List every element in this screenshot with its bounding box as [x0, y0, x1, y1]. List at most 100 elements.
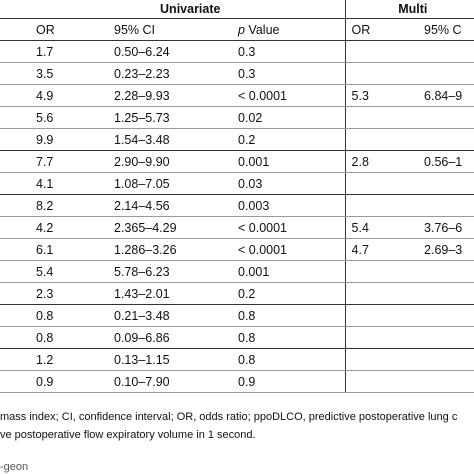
- table-row: 5.6 1.25–5.73 0.02: [0, 106, 474, 129]
- table-cell: 3.76–6: [418, 216, 474, 239]
- table-cell: 2.28–9.93: [108, 84, 232, 107]
- table-cell: 1.43–2.01: [108, 282, 232, 305]
- table-cell: [345, 128, 419, 151]
- table-cell: 0.003: [232, 194, 346, 217]
- table-cell: 5.6: [30, 106, 108, 129]
- table-cell-text: 0.21–3.48: [114, 308, 170, 323]
- table-cell-text: 2.90–9.90: [114, 154, 170, 169]
- table-row: 5.4 5.78–6.23 0.001: [0, 260, 474, 283]
- table-cell-text: 5.6: [36, 110, 54, 125]
- table-cell: 6.84–9: [418, 84, 474, 107]
- table-cell: [345, 62, 419, 85]
- table-cell: [418, 282, 474, 305]
- table-cell-text: 4.9: [36, 88, 54, 103]
- table-cell-text: 5.4: [351, 220, 369, 235]
- table-cell-text: 2.28–9.93: [114, 88, 170, 103]
- table-cell: 0.3: [232, 62, 346, 85]
- table-cell: 5.3: [345, 84, 419, 107]
- table-cell-text: 3.5: [36, 66, 54, 81]
- table-cell-text: 0.003: [238, 198, 270, 213]
- table-row: 3.5 0.23–2.23 0.3: [0, 62, 474, 85]
- table-cell-text: 0.50–6.24: [114, 44, 170, 59]
- table-cell: [345, 194, 419, 217]
- table-cell: 0.001: [232, 150, 346, 173]
- table-cell: 0.9: [232, 370, 346, 393]
- table-cell-text: 0.8: [36, 330, 54, 345]
- table-cell: [418, 62, 474, 85]
- table-cell: 0.50–6.24: [108, 40, 232, 63]
- table-cell: [345, 326, 419, 349]
- table-cell: 0.9: [30, 370, 108, 393]
- row-label: [0, 348, 30, 371]
- table-cell: < 0.0001: [232, 84, 346, 107]
- table-cell-text: 0.3: [238, 44, 256, 59]
- table-cell: [418, 128, 474, 151]
- table-cell: 0.2: [232, 282, 346, 305]
- row-label: [0, 62, 30, 85]
- table-cell-text: 4.2: [36, 220, 54, 235]
- table-cell: 1.54–3.48: [108, 128, 232, 151]
- table-cell: 5.78–6.23: [108, 260, 232, 283]
- row-label: [0, 84, 30, 107]
- table-cell: 5.4: [345, 216, 419, 239]
- table-cell: 6.1: [30, 238, 108, 261]
- table-cell: 1.08–7.05: [108, 172, 232, 195]
- table-cell-text: 0.10–7.90: [114, 374, 170, 389]
- column-header-text: OR: [36, 22, 55, 37]
- table-row: 0.9 0.10–7.90 0.9: [0, 370, 474, 393]
- table-row: 6.1 1.286–3.26 < 0.0001 4.7 2.69–3: [0, 238, 474, 261]
- table-cell-text: 0.3: [238, 66, 256, 81]
- table-cell-text: 2.69–3: [424, 242, 463, 257]
- row-label: [0, 150, 30, 173]
- results-table: Univariate Multi OR 95% CI p Value OR 95% C …: [0, 0, 474, 393]
- table-cell: 1.2: [30, 348, 108, 371]
- column-header: 95% C: [418, 18, 474, 41]
- table-cell-text: 0.8: [238, 308, 256, 323]
- table-cell: 2.69–3: [418, 238, 474, 261]
- table-cell-text: 2.14–4.56: [114, 198, 170, 213]
- table-cell-text: 5.78–6.23: [114, 264, 170, 279]
- column-header: p Value: [232, 18, 346, 41]
- table-cell: 7.7: [30, 150, 108, 173]
- table-cell: 0.03: [232, 172, 346, 195]
- table-cell-text: 5.3: [351, 88, 369, 103]
- table-cell: 0.001: [232, 260, 346, 283]
- table-cell: < 0.0001: [232, 238, 346, 261]
- table-cell: [345, 370, 419, 393]
- table-cell: [345, 348, 419, 371]
- table-cell-text: 9.9: [36, 132, 54, 147]
- table-cell: [345, 172, 419, 195]
- table-cell-text: 1.08–7.05: [114, 176, 170, 191]
- table-cell: [418, 260, 474, 283]
- footnote: mass index; CI, confidence interval; OR,…: [0, 411, 458, 423]
- table-cell: 8.2: [30, 194, 108, 217]
- table-row: 4.9 2.28–9.93 < 0.0001 5.3 6.84–9: [0, 84, 474, 107]
- table-cell: 1.7: [30, 40, 108, 63]
- table-cell: [418, 106, 474, 129]
- row-label: [0, 370, 30, 393]
- table-cell-text: 0.8: [36, 308, 54, 323]
- table-row: 4.1 1.08–7.05 0.03: [0, 172, 474, 195]
- column-header: 95% CI: [108, 18, 232, 41]
- table-cell: [345, 260, 419, 283]
- table-cell: 0.8: [232, 326, 346, 349]
- table-cell: 0.2: [232, 128, 346, 151]
- table-cell-text: 1.2: [36, 352, 54, 367]
- table-row: 8.2 2.14–4.56 0.003: [0, 194, 474, 217]
- table-cell: 0.8: [232, 304, 346, 327]
- column-header-text: 95% C: [424, 22, 462, 37]
- table-cell-text: 0.8: [238, 330, 256, 345]
- table-cell-text: 1.7: [36, 44, 54, 59]
- table-cell-text: 6.84–9: [424, 88, 463, 103]
- table-cell-text: 8.2: [36, 198, 54, 213]
- table-cell-text: 0.13–1.15: [114, 352, 170, 367]
- row-label: [0, 260, 30, 283]
- table-cell-text: 5.4: [36, 264, 54, 279]
- table-cell-text: 0.2: [238, 286, 256, 301]
- row-label: [0, 216, 30, 239]
- row-label: [0, 128, 30, 151]
- table-cell: 0.21–3.48: [108, 304, 232, 327]
- row-label: [0, 40, 30, 63]
- table-cell-text: 2.365–4.29: [114, 220, 177, 235]
- table-cell: [345, 304, 419, 327]
